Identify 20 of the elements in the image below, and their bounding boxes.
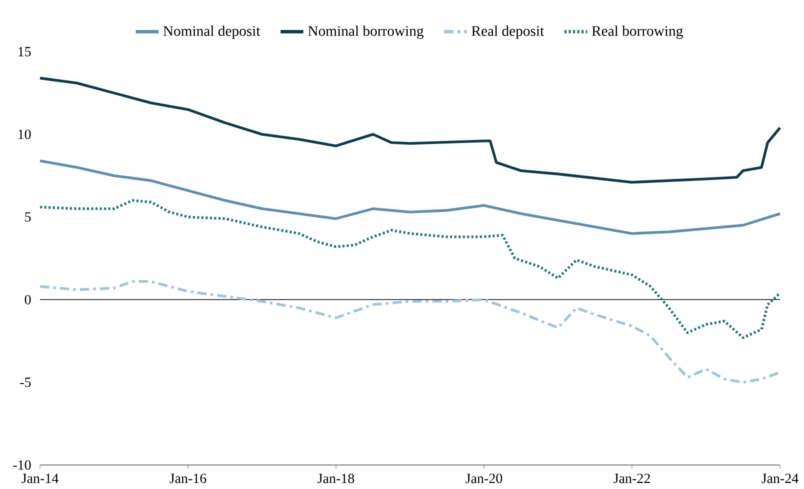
legend-label: Real deposit (472, 26, 544, 39)
y-tick-label: 15 (18, 46, 31, 56)
line-series (38, 199, 782, 340)
y-tick-label: 10 (18, 130, 31, 140)
legend-label: Real borrowing (592, 26, 683, 39)
x-tick-label: Jan-22 (614, 474, 650, 484)
legend-label: Nominal deposit (163, 26, 260, 39)
y-tick-label: -5 (20, 378, 31, 387)
y-tick-label: 0 (24, 294, 31, 304)
y-tick-label: 5 (25, 212, 31, 222)
x-tick-label: Jan-24 (762, 474, 798, 484)
legend-label: Nominal borrowing (308, 26, 424, 39)
x-tick-label: Jan-14 (22, 474, 58, 484)
line-series (38, 159, 782, 235)
x-tick-label: Jan-18 (318, 474, 354, 484)
y-tick-label: -10 (13, 460, 31, 470)
x-tick-label: Jan-16 (170, 474, 206, 484)
line-series (38, 76, 782, 184)
x-tick-label: Jan-20 (466, 474, 502, 484)
line-series (38, 280, 782, 384)
